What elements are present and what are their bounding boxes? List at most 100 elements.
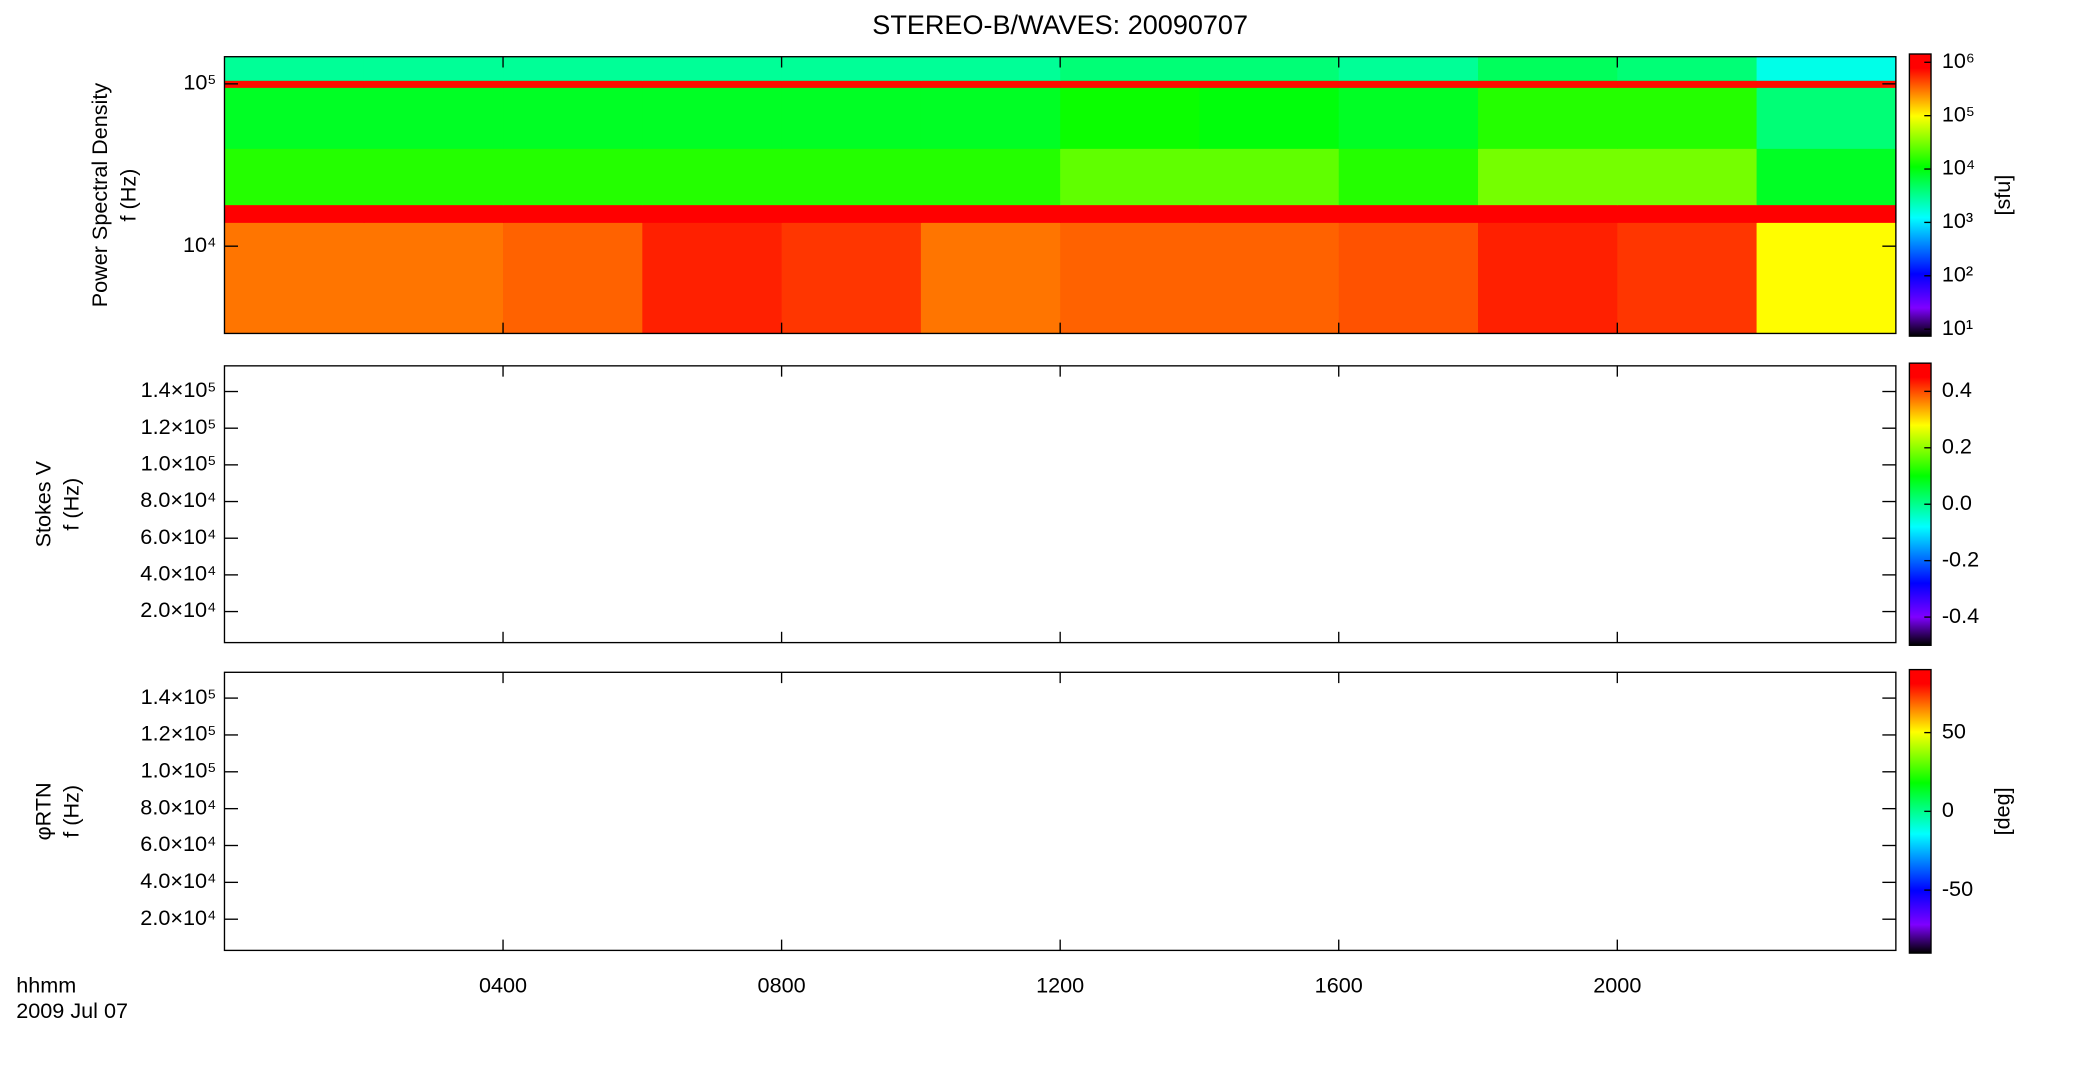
heatmap-cell — [224, 80, 365, 88]
plot-frame — [223, 365, 1897, 644]
colorbar-tick-label: 10² — [1942, 262, 1973, 287]
y-tick-label: 1.2×10⁵ — [141, 414, 217, 439]
colorbar — [1908, 53, 1932, 337]
x-tick-label: 0400 — [479, 973, 527, 998]
heatmap-cell — [1060, 204, 1201, 223]
heatmap-cell — [224, 222, 365, 334]
heatmap-cell — [1478, 204, 1618, 223]
heatmap-cell — [1478, 80, 1618, 88]
heatmap-cell — [642, 80, 783, 88]
heatmap-cell — [1756, 87, 1897, 149]
heatmap-cell — [503, 222, 643, 334]
x-tick-label: 0800 — [758, 973, 806, 998]
colorbar-tick-label: 0.4 — [1942, 377, 1972, 402]
date-label: 2009 Jul 07 — [16, 998, 128, 1023]
y-tick-label: 2.0×10⁴ — [140, 597, 216, 622]
heatmap-cell — [781, 222, 922, 334]
heatmap-cell — [224, 148, 365, 206]
heatmap-cell — [642, 56, 783, 81]
heatmap-cell — [920, 204, 1061, 223]
colorbar-tick-label: 0.2 — [1942, 434, 1972, 459]
y-tick-label: 4.0×10⁴ — [140, 868, 216, 893]
heatmap-cell — [503, 148, 643, 206]
y-tick-label: 4.0×10⁴ — [140, 561, 216, 586]
y-tick-label: 8.0×10⁴ — [140, 487, 216, 512]
heatmap-cell — [920, 148, 1061, 206]
colorbar-tick-label: 0 — [1942, 797, 1954, 822]
y-tick-label: 10⁴ — [183, 232, 216, 257]
heatmap-cell — [781, 87, 922, 149]
heatmap-cell — [1478, 87, 1618, 149]
heatmap-cell — [1478, 56, 1618, 81]
heatmap-cell — [1060, 80, 1201, 88]
heatmap-cell — [1199, 87, 1340, 149]
heatmap-cell — [363, 222, 504, 334]
colorbar-tick-label: 50 — [1942, 718, 1966, 743]
heatmap-cell — [1756, 56, 1897, 81]
colorbar-tick-label: 10³ — [1942, 208, 1973, 233]
heatmap-cell — [1617, 80, 1758, 88]
heatmap-cell — [1199, 222, 1340, 334]
heatmap-cell — [224, 204, 365, 223]
y-axis-label: f (Hz) — [116, 169, 141, 222]
heatmap-cell — [224, 56, 365, 81]
heatmap-cell — [363, 204, 504, 223]
x-tick-label: 2000 — [1593, 973, 1641, 998]
heatmap-cell — [363, 80, 504, 88]
y-tick-label: 6.0×10⁴ — [140, 831, 216, 856]
y-tick-label: 1.4×10⁵ — [141, 377, 217, 402]
heatmap-cell — [642, 148, 783, 206]
heatmap-cell — [1338, 56, 1479, 81]
y-tick-label: 10⁵ — [183, 70, 216, 95]
colorbar-label: [sfu] — [1990, 175, 2015, 216]
y-axis-label: f (Hz) — [59, 785, 84, 838]
heatmap-cell — [1617, 222, 1758, 334]
heatmap-cell — [1060, 148, 1201, 206]
heatmap-cell — [920, 56, 1061, 81]
time-label: hhmm — [16, 973, 76, 998]
x-tick-label: 1200 — [1036, 973, 1084, 998]
heatmap-cell — [503, 87, 643, 149]
y-axis-label: Power Spectral Density — [87, 83, 112, 308]
heatmap-cell — [1199, 204, 1340, 223]
heatmap-cell — [1756, 80, 1897, 88]
heatmap-cell — [503, 204, 643, 223]
heatmap-cell — [1338, 87, 1479, 149]
heatmap-cell — [781, 56, 922, 81]
y-tick-label: 1.0×10⁵ — [141, 451, 217, 476]
heatmap-cell — [920, 80, 1061, 88]
heatmap-cell — [1617, 56, 1758, 81]
colorbar-tick-label: -0.2 — [1942, 546, 1979, 571]
heatmap-cell — [781, 148, 922, 206]
y-tick-label: 6.0×10⁴ — [140, 524, 216, 549]
heatmap-cell — [1199, 148, 1340, 206]
y-tick-label: 1.0×10⁵ — [141, 758, 217, 783]
colorbar-tick-label: 0.0 — [1942, 490, 1972, 515]
heatmap-cell — [642, 222, 783, 334]
heatmap-cell — [1756, 222, 1897, 334]
heatmap-cell — [781, 204, 922, 223]
colorbar-label: [deg] — [1990, 787, 2015, 835]
heatmap-cell — [1199, 56, 1340, 81]
heatmap-cell — [224, 87, 365, 149]
title: STEREO-B/WAVES: 20090707 — [872, 10, 1248, 40]
y-axis-label: φRTN — [30, 782, 55, 840]
y-axis-label: f (Hz) — [59, 478, 84, 531]
colorbar-tick-label: -0.4 — [1942, 603, 1979, 628]
heatmap-cell — [1199, 80, 1340, 88]
heatmap-cell — [1060, 56, 1201, 81]
heatmap-cell — [363, 87, 504, 149]
heatmap-cell — [1338, 222, 1479, 334]
heatmap-cell — [1060, 87, 1201, 149]
heatmap-cell — [1338, 204, 1479, 223]
heatmap-cell — [1617, 148, 1758, 206]
plot-frame — [223, 671, 1897, 952]
heatmap-cell — [920, 222, 1061, 334]
y-tick-label: 1.2×10⁵ — [141, 721, 217, 746]
colorbar-tick-label: 10¹ — [1942, 315, 1973, 340]
colorbar-tick-label: 10⁴ — [1942, 155, 1975, 180]
heatmap-cell — [363, 148, 504, 206]
y-axis-label: Stokes V — [30, 460, 55, 547]
y-tick-label: 1.4×10⁵ — [141, 684, 217, 709]
